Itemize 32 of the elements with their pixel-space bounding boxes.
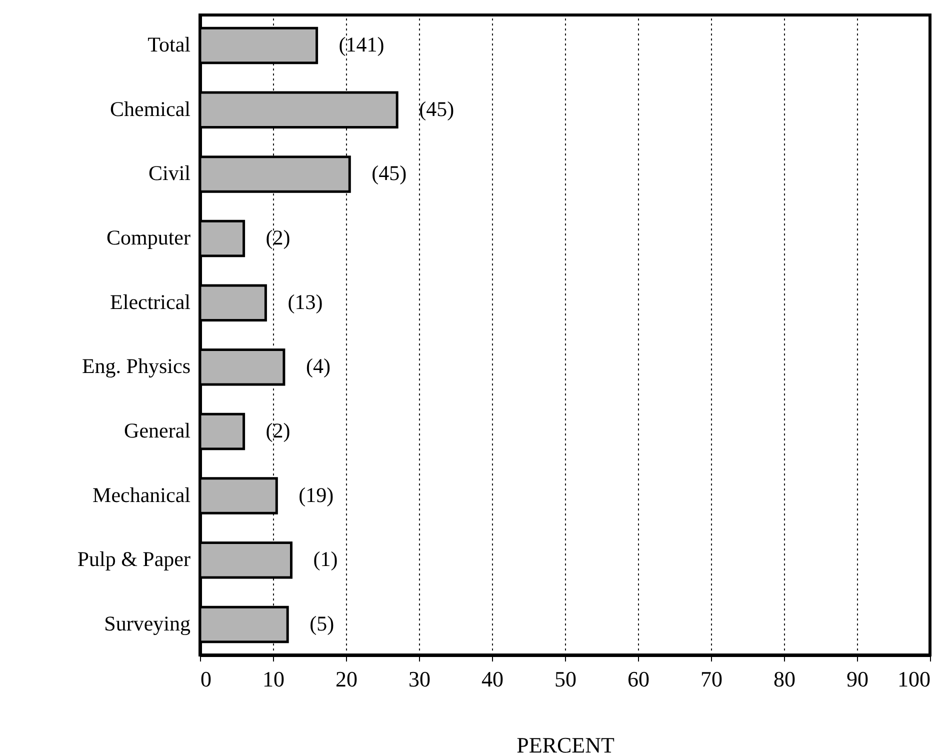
y-tick-label: Computer (106, 226, 190, 250)
x-tick-label: 50 (554, 666, 576, 692)
x-tick-label: 70 (700, 666, 722, 692)
y-tick-label: Pulp & Paper (77, 547, 190, 572)
y-tick-label: Chemical (110, 96, 191, 121)
x-tick-label: 20 (336, 666, 358, 692)
annotation: (45) (372, 161, 407, 186)
y-tick-label: General (124, 418, 191, 442)
y-tick-label: Civil (148, 161, 191, 186)
x-tick-label: 80 (774, 666, 796, 692)
x-tick-label: 60 (628, 666, 650, 692)
annotation: (5) (310, 611, 334, 636)
x-tick-label: 100 (898, 666, 930, 692)
annotation: (2) (266, 418, 290, 442)
x-tick-label: 40 (482, 666, 504, 692)
y-tick-label: Surveying (104, 611, 191, 636)
y-tick-label: Eng. Physics (82, 354, 190, 378)
x-axis-title: PERCENT (516, 732, 615, 753)
x-tick-label: 90 (846, 666, 868, 692)
x-tick-label: 10 (262, 666, 284, 692)
x-tick-label: 0 (200, 666, 212, 692)
annotation: (1) (313, 547, 338, 572)
annotation: (13) (288, 290, 323, 314)
y-tick-label: Total (148, 32, 191, 57)
annotation: (45) (419, 96, 454, 121)
annotation: (141) (338, 32, 384, 57)
y-tick-label: Mechanical (92, 482, 191, 507)
y-tick-label: Electrical (110, 290, 191, 314)
annotation: (2) (266, 226, 290, 250)
annotation: (4) (306, 354, 330, 378)
x-tick-label: 30 (408, 666, 430, 692)
annotation: (19) (298, 482, 334, 507)
